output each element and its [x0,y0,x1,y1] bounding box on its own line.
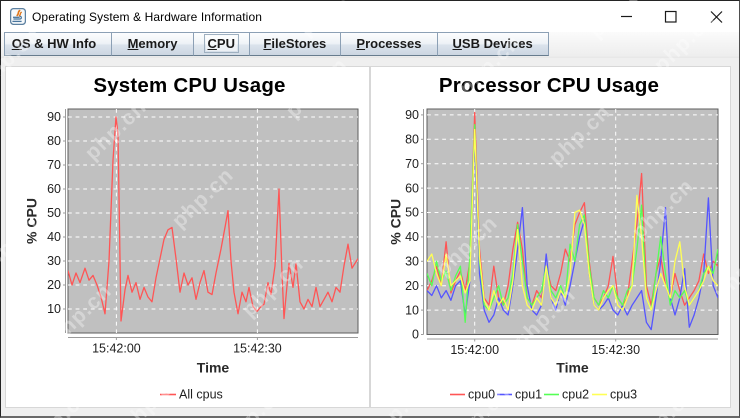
svg-text:70: 70 [47,158,61,172]
svg-text:90: 90 [405,108,419,122]
svg-text:80: 80 [47,134,61,148]
svg-text:40: 40 [405,230,419,244]
svg-text:80: 80 [405,133,419,147]
svg-text:Processor CPU Usage: Processor CPU Usage [439,74,659,97]
svg-text:60: 60 [47,182,61,196]
svg-text:60: 60 [405,181,419,195]
svg-text:15:42:30: 15:42:30 [591,343,640,357]
svg-text:cpu0: cpu0 [468,388,495,402]
svg-text:15:42:00: 15:42:00 [92,342,141,356]
svg-text:30: 30 [405,255,419,269]
svg-text:Time: Time [197,360,230,376]
svg-text:cpu2: cpu2 [562,388,589,402]
svg-text:15:42:00: 15:42:00 [450,343,499,357]
svg-text:0: 0 [412,328,419,342]
svg-text:All cpus: All cpus [179,388,223,402]
svg-text:70: 70 [405,157,419,171]
svg-text:cpu3: cpu3 [610,388,637,402]
svg-text:cpu1: cpu1 [515,388,542,402]
svg-text:20: 20 [47,278,61,292]
svg-text:40: 40 [47,230,61,244]
svg-text:50: 50 [47,206,61,220]
svg-text:Time: Time [556,360,589,376]
svg-text:System CPU Usage: System CPU Usage [93,74,285,97]
svg-text:30: 30 [47,254,61,268]
svg-text:% CPU: % CPU [388,199,404,245]
svg-text:90: 90 [47,110,61,124]
svg-text:50: 50 [405,206,419,220]
svg-text:10: 10 [405,303,419,317]
svg-text:% CPU: % CPU [24,198,40,244]
svg-text:15:42:30: 15:42:30 [233,342,282,356]
svg-text:20: 20 [405,279,419,293]
svg-text:10: 10 [47,302,61,316]
